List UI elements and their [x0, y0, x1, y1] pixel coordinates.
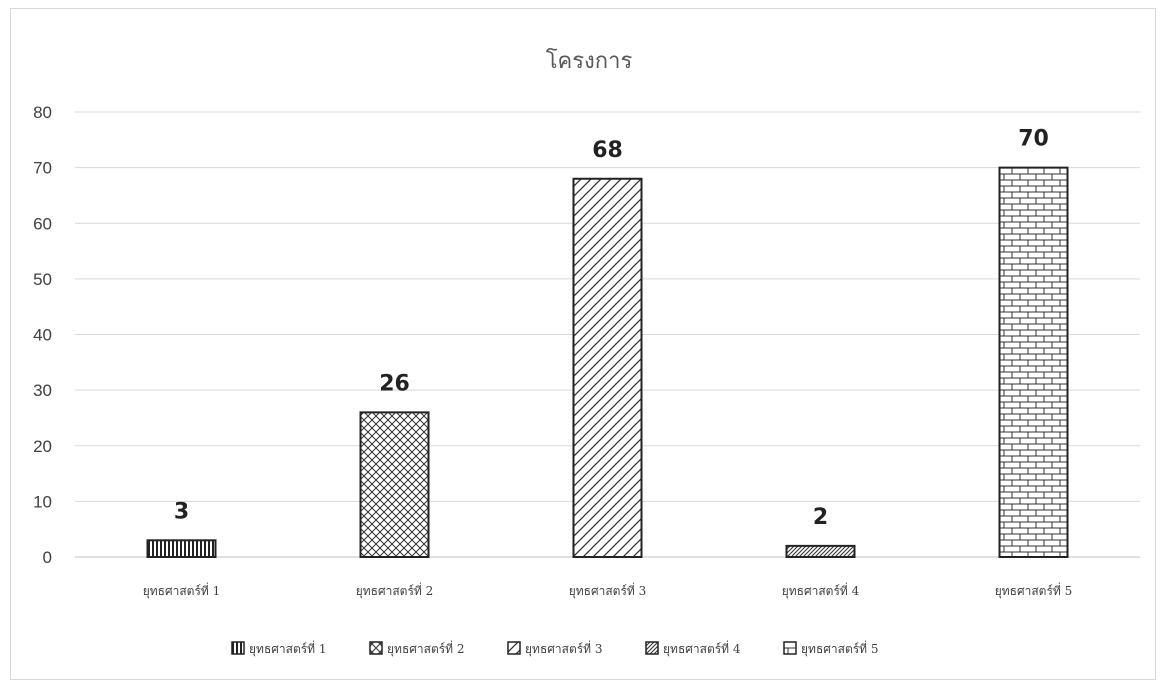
legend-swatch	[507, 641, 521, 655]
legend-label: ยุทธศาสตร์ที่ 1	[249, 640, 327, 657]
legend-swatch	[783, 641, 797, 655]
data-label: 68	[592, 138, 623, 163]
y-tick-label: 70	[33, 159, 52, 178]
bar	[785, 544, 856, 558]
legend-label: ยุทธศาสตร์ที่ 4	[663, 640, 741, 657]
x-axis-categories: ยุทธศาสตร์ที่ 1 ยุทธศาสตร์ที่ 2 ยุทธศาสตร์…	[143, 582, 1073, 599]
data-labels: 3 26 68 2 70	[174, 127, 1049, 530]
legend-label: ยุทธศาสตร์ที่ 2	[387, 640, 465, 657]
data-label: 2	[813, 505, 828, 530]
data-label: 26	[379, 371, 410, 396]
x-tick-label: ยุทธศาสตร์ที่ 1	[143, 582, 221, 599]
chart-title: โครงการ	[546, 48, 633, 74]
bar	[359, 411, 430, 558]
bars	[146, 166, 1069, 558]
y-tick-label: 30	[33, 381, 52, 400]
bar	[146, 539, 217, 558]
bar	[998, 166, 1069, 558]
legend-swatch	[369, 641, 383, 655]
y-tick-label: 20	[33, 437, 52, 456]
x-tick-label: ยุทธศาสตร์ที่ 4	[782, 582, 860, 599]
legend-label: ยุทธศาสตร์ที่ 3	[525, 640, 603, 657]
legend-label: ยุทธศาสตร์ที่ 5	[801, 640, 879, 657]
x-tick-label: ยุทธศาสตร์ที่ 2	[356, 582, 434, 599]
y-tick-label: 60	[33, 214, 52, 233]
x-tick-label: ยุทธศาสตร์ที่ 3	[569, 582, 647, 599]
data-label: 70	[1018, 127, 1049, 152]
y-axis-ticks: 0 10 20 30 40 50 60 70 80	[33, 103, 52, 567]
y-tick-label: 80	[33, 103, 52, 122]
bar	[572, 177, 643, 558]
data-label: 3	[174, 499, 189, 524]
legend: ยุทธศาสตร์ที่ 1 ยุทธศาสตร์ที่ 2 ยุทธศาสตร์…	[231, 640, 879, 657]
legend-swatch	[645, 641, 659, 655]
y-tick-label: 0	[43, 548, 52, 567]
y-tick-label: 40	[33, 326, 52, 345]
y-tick-label: 10	[33, 492, 52, 511]
y-tick-label: 50	[33, 270, 52, 289]
x-tick-label: ยุทธศาสตร์ที่ 5	[995, 582, 1073, 599]
legend-swatch	[231, 641, 245, 655]
